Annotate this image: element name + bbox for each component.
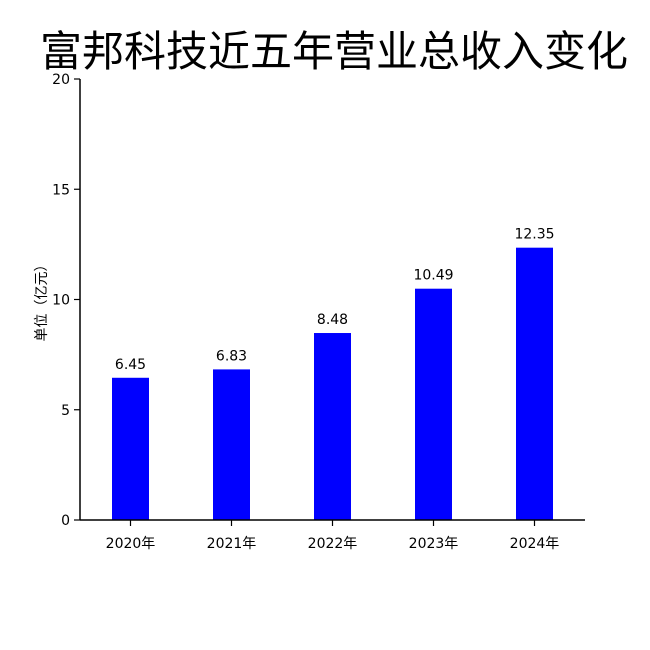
y-axis-title: 单位（亿元） [34,258,50,342]
bar-value-label: 8.48 [317,312,348,328]
x-tick-label: 2020年 [106,536,156,552]
y-tick-label: 0 [61,513,70,529]
y-tick-label: 20 [52,72,70,88]
bars-layer [112,247,553,520]
x-tick-label: 2023年 [409,536,459,552]
x-tick-label: 2022年 [308,536,358,552]
data-labels-layer: 6.45 6.83 8.48 10.49 12.35 [115,227,555,373]
chart-title: 富邦科技近五年营业总收入变化 [39,27,628,76]
bar [213,369,250,520]
y-tick-label: 10 [52,293,70,309]
y-tick-label: 15 [52,182,70,198]
bar-value-label: 10.49 [413,268,453,284]
bar [516,247,553,520]
y-tick-label: 5 [61,403,70,419]
x-tick-label: 2021年 [207,536,257,552]
bar-value-label: 6.83 [216,348,247,364]
bar-value-label: 12.35 [514,227,554,243]
bar [314,333,351,520]
bar [112,377,149,520]
x-tick-label: 2024年 [510,536,560,552]
y-axis-ticks: 0 5 10 15 20 [52,72,80,529]
bar-value-label: 6.45 [115,357,146,373]
x-axis-ticks: 2020年 2021年 2022年 2023年 2024年 [106,520,560,552]
bar [415,288,452,520]
